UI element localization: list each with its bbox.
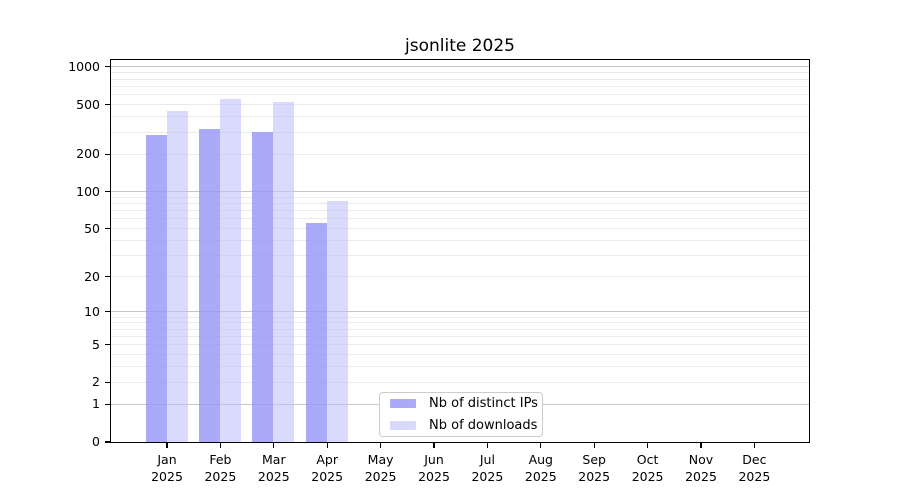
y-tick-label: 10	[84, 303, 100, 319]
y-tick	[105, 103, 110, 106]
y-tick	[105, 190, 110, 193]
gridline-minor	[111, 218, 809, 220]
y-tick-label: 1000	[68, 58, 100, 74]
x-tick	[326, 443, 328, 448]
y-tick-label: 500	[76, 96, 100, 112]
gridline-minor	[111, 322, 809, 324]
x-tick-label: Jan 2025	[151, 452, 183, 484]
x-tick-label: Oct 2025	[631, 452, 664, 484]
gridline-minor	[111, 131, 809, 133]
x-tick	[753, 443, 755, 448]
y-tick	[105, 381, 110, 383]
bar-nb-of-downloads	[273, 102, 295, 442]
gridline-minor	[111, 228, 809, 230]
y-tick-label: 200	[76, 146, 100, 162]
legend-swatch-downloads	[390, 421, 416, 430]
y-tick-label: 1	[92, 396, 100, 412]
x-tick	[433, 443, 435, 448]
y-tick	[105, 311, 110, 313]
gridline-minor	[111, 381, 809, 383]
gridline-minor	[111, 85, 809, 87]
y-tick	[105, 66, 110, 68]
y-tick	[105, 403, 110, 405]
x-tick	[273, 443, 275, 448]
y-tick-label: 5	[92, 336, 100, 352]
gridline-minor	[111, 153, 809, 155]
x-tick-label: Dec 2025	[738, 452, 771, 484]
x-tick-label: Mar 2025	[257, 452, 290, 484]
x-tick	[540, 443, 542, 448]
bar-nb-of-downloads	[326, 201, 348, 442]
legend: Nb of distinct IPs Nb of downloads	[379, 392, 543, 437]
gridline-minor	[111, 354, 809, 356]
y-tick-label: 50	[84, 220, 100, 236]
bar-nb-of-downloads	[166, 111, 188, 442]
x-tick-label: Feb 2025	[204, 452, 237, 484]
gridline-minor	[111, 210, 809, 212]
bar-nb-of-distinct-ips	[198, 129, 220, 442]
x-tick	[219, 443, 221, 448]
gridline-minor	[111, 239, 809, 241]
gridline-minor	[111, 202, 809, 204]
legend-item-downloads: Nb of downloads	[390, 418, 537, 433]
gridline-minor	[111, 335, 809, 337]
gridline-minor	[111, 104, 809, 105]
y-tick	[105, 441, 110, 443]
y-tick-label: 2	[92, 374, 100, 390]
y-tick	[105, 228, 110, 230]
gridline-minor	[111, 72, 809, 74]
gridline-minor	[111, 116, 809, 118]
x-tick-label: Aug 2025	[524, 452, 557, 484]
gridline-minor	[111, 78, 809, 80]
x-tick-label: Jul 2025	[471, 452, 504, 484]
gridline-minor	[111, 328, 809, 330]
y-tick-label: 100	[76, 183, 100, 199]
gridline-minor	[111, 94, 809, 96]
x-tick-label: Apr 2025	[311, 452, 344, 484]
x-tick-label: Jun 2025	[418, 452, 450, 484]
gridline-minor	[111, 276, 809, 278]
gridline-major	[111, 191, 809, 192]
legend-label-distinct-ips: Nb of distinct IPs	[429, 396, 538, 411]
x-tick	[647, 443, 649, 448]
x-tick	[486, 443, 488, 448]
x-tick-label: Nov 2025	[685, 452, 717, 484]
y-tick	[105, 344, 110, 346]
chart-title: jsonlite 2025	[405, 36, 515, 56]
bar-nb-of-distinct-ips	[252, 131, 274, 442]
bar-nb-of-distinct-ips	[305, 223, 327, 442]
legend-swatch-distinct-ips	[390, 399, 416, 408]
legend-label-downloads: Nb of downloads	[429, 418, 538, 433]
gridline-minor	[111, 366, 809, 368]
gridline-minor	[111, 255, 809, 257]
gridline-minor	[111, 316, 809, 318]
x-tick-label: Sep 2025	[578, 452, 611, 484]
legend-item-distinct-ips: Nb of distinct IPs	[390, 396, 538, 411]
y-tick-label: 0	[92, 434, 100, 449]
x-tick	[166, 443, 168, 448]
y-tick	[105, 276, 110, 278]
plot-area	[110, 59, 810, 443]
gridline-major	[111, 311, 809, 313]
bar-nb-of-downloads	[219, 98, 241, 442]
bar-nb-of-distinct-ips	[145, 134, 167, 442]
gridline-major	[111, 66, 809, 68]
gridline-minor	[111, 196, 809, 198]
x-tick	[593, 443, 595, 448]
y-tick-label: 20	[84, 268, 100, 284]
y-tick	[105, 153, 110, 155]
gridline-minor	[111, 344, 809, 346]
x-tick-label: May 2025	[364, 452, 397, 484]
x-tick	[380, 443, 382, 448]
x-tick	[700, 443, 702, 448]
